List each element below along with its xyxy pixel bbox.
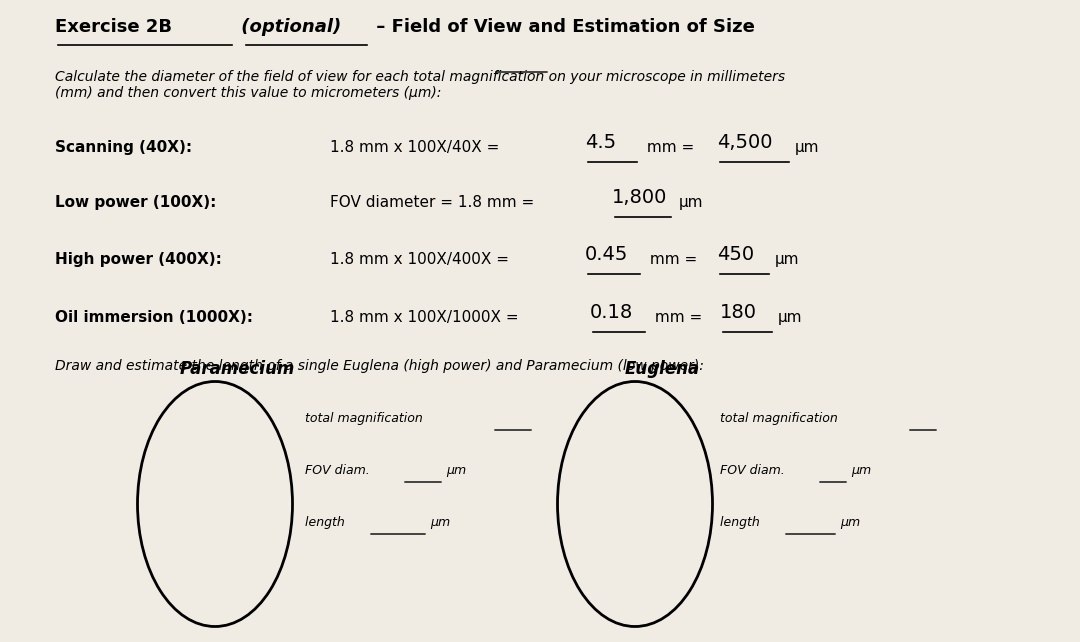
Text: μm: μm [840,516,860,529]
Text: 1.8 mm x 100X/1000X =: 1.8 mm x 100X/1000X = [330,310,524,325]
Text: 180: 180 [720,303,757,322]
Text: – Field of View and Estimation of Size: – Field of View and Estimation of Size [370,18,755,36]
Text: 0.45: 0.45 [585,245,629,264]
Text: 4.5: 4.5 [585,133,616,152]
Text: Scanning (40X):: Scanning (40X): [55,140,192,155]
Text: 1.8 mm x 100X/40X =: 1.8 mm x 100X/40X = [330,140,504,155]
Text: FOV diam.: FOV diam. [305,464,374,477]
Text: FOV diameter = 1.8 mm =: FOV diameter = 1.8 mm = [330,195,539,210]
Text: Euglena: Euglena [625,360,700,378]
Text: 0.18: 0.18 [590,303,633,322]
Text: Draw and estimate the length of a single Euglena (high power) and Paramecium (lo: Draw and estimate the length of a single… [55,359,704,373]
Text: μm: μm [851,464,872,477]
Text: Exercise 2B: Exercise 2B [55,18,172,36]
Text: 1,800: 1,800 [612,188,667,207]
Text: FOV diam.: FOV diam. [720,464,788,477]
Text: μm: μm [446,464,467,477]
Text: High power (400X):: High power (400X): [55,252,221,267]
Text: length: length [720,516,764,529]
Text: total magnification: total magnification [305,412,427,425]
Text: Low power (100X):: Low power (100X): [55,195,216,210]
Text: μm: μm [795,140,820,155]
Text: Paramecium: Paramecium [180,360,295,378]
Text: 4,500: 4,500 [717,133,772,152]
Text: mm =: mm = [642,140,699,155]
Text: Calculate the diameter of the field of view for each total magnification on your: Calculate the diameter of the field of v… [55,70,785,100]
Text: μm: μm [679,195,703,210]
Text: total magnification: total magnification [720,412,841,425]
Text: μm: μm [778,310,802,325]
Text: mm =: mm = [650,310,707,325]
Text: length: length [305,516,349,529]
Text: 1.8 mm x 100X/400X =: 1.8 mm x 100X/400X = [330,252,514,267]
Text: (optional): (optional) [235,18,341,36]
Text: μm: μm [430,516,450,529]
Text: Oil immersion (1000X):: Oil immersion (1000X): [55,310,253,325]
Text: μm: μm [775,252,799,267]
Text: mm =: mm = [645,252,702,267]
Text: 450: 450 [717,245,754,264]
